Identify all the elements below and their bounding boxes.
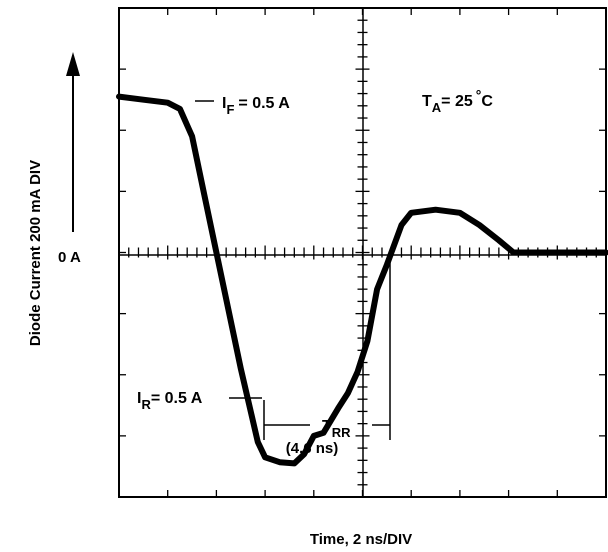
y-axis-title: Diode Current 200 mA DIV (27, 160, 44, 346)
if-label: IF = 0.5 A (222, 95, 290, 117)
zero-amp-label: 0 A (58, 249, 81, 266)
ir-label: IR= 0.5 A (137, 390, 203, 412)
y-axis-arrow-head (66, 52, 80, 76)
diode-current-trace (116, 93, 608, 467)
ta-label: TA= 25 °C (422, 87, 493, 115)
trr-value: (4.6 ns) (286, 440, 339, 457)
x-axis-title: Time, 2 ns/DIV (310, 531, 412, 548)
trr-label: TRR (322, 418, 351, 440)
